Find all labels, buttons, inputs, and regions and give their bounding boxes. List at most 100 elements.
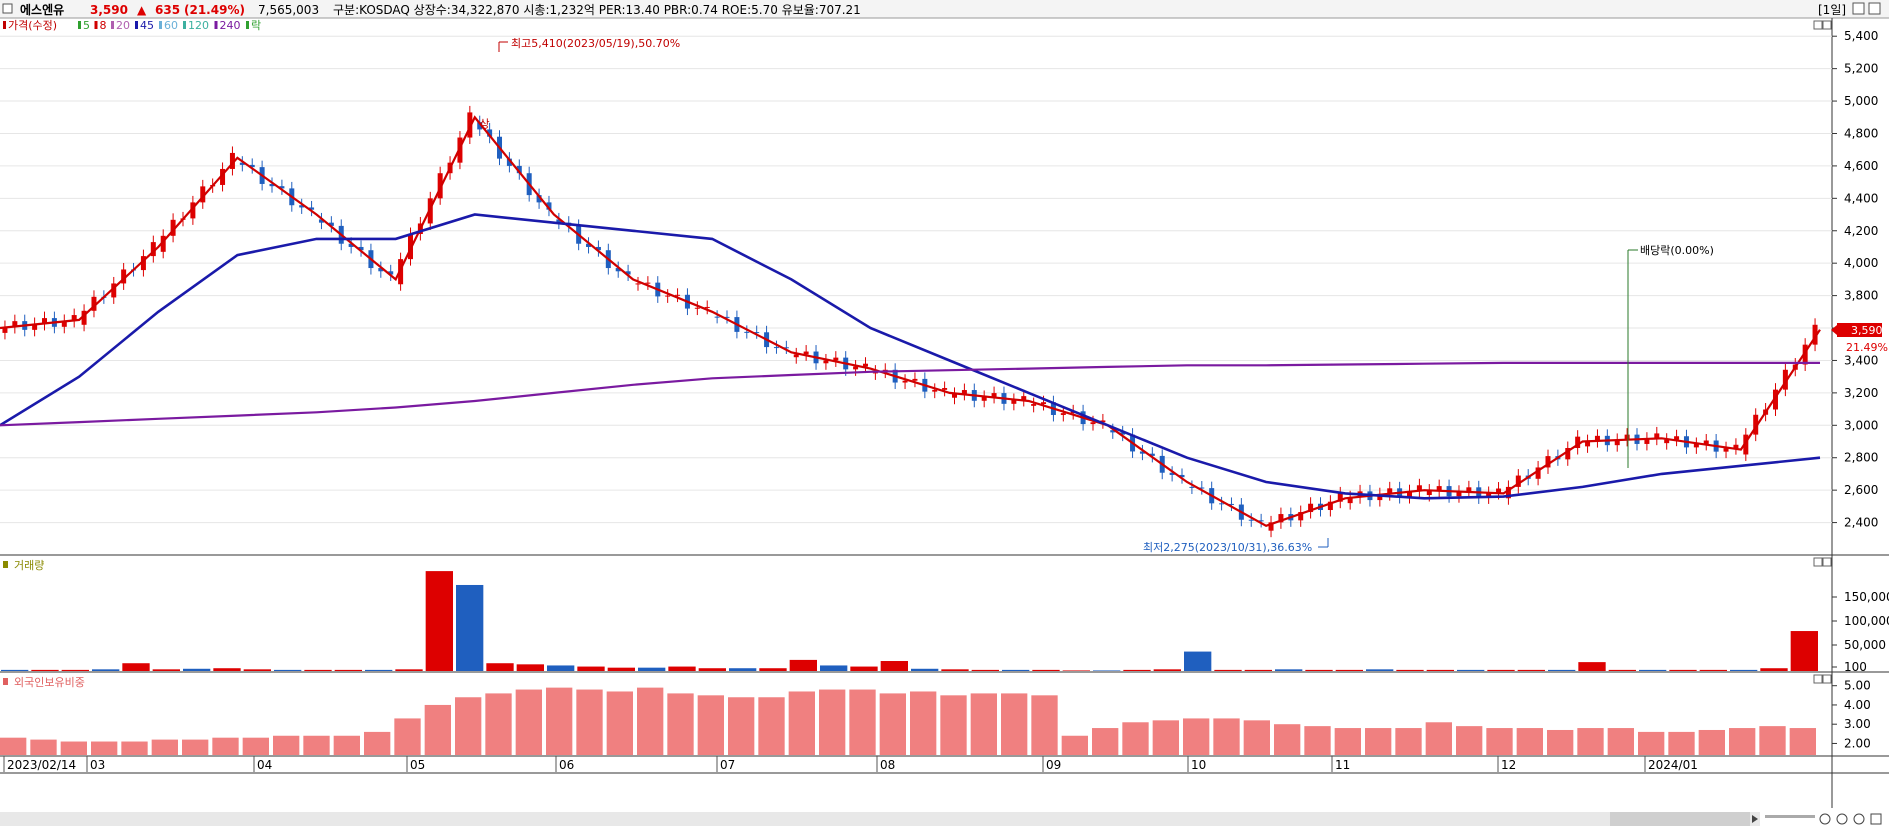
scrollbar-track[interactable]	[0, 812, 1760, 826]
candle-body	[437, 173, 443, 199]
candle-body	[961, 390, 967, 394]
candle-body	[1515, 475, 1521, 487]
zoom-in-icon[interactable]	[1836, 813, 1848, 825]
time-label-10: 10	[1191, 758, 1206, 772]
candle-body	[615, 268, 621, 272]
candle-body	[1199, 487, 1205, 489]
current-price-tag: 3,590 21.49%	[1831, 323, 1888, 354]
period-selector[interactable]: [1일]	[1818, 3, 1846, 17]
volume-bar	[1123, 669, 1151, 671]
foreign-panel-close-button[interactable]	[1822, 674, 1832, 684]
candle-body	[140, 256, 146, 271]
volume-bar	[668, 666, 696, 671]
header-minimize-button[interactable]	[1852, 2, 1865, 15]
candle-body	[388, 271, 394, 275]
header-close-button[interactable]	[1868, 2, 1881, 15]
candle-body	[220, 168, 226, 185]
volume-bar	[1578, 662, 1606, 671]
volume-bar	[1760, 668, 1788, 671]
volume-bar	[61, 669, 89, 671]
price-tick-label-4400: 4,400	[1844, 191, 1878, 205]
price-change-pct: (21.49%)	[184, 3, 245, 17]
candle-body	[932, 389, 938, 392]
time-label-09: 09	[1046, 758, 1061, 772]
volume-bar	[31, 669, 59, 671]
price-tick-label-4200: 4,200	[1844, 224, 1878, 238]
volume-bar	[304, 669, 332, 671]
candle-body	[1120, 432, 1126, 435]
volume-bar	[456, 584, 484, 671]
volume-panel-min-button[interactable]	[1813, 557, 1823, 567]
price-panel-close-button[interactable]	[1822, 20, 1832, 30]
legend-swatch-2	[94, 21, 98, 29]
legend-swatch-4	[135, 21, 138, 29]
foreign-bar	[728, 697, 755, 755]
candle-body	[1169, 472, 1175, 475]
menu-checkbox[interactable]	[2, 3, 13, 14]
current-pct-tag-value: 21.49%	[1846, 341, 1888, 354]
ma-line-240	[0, 361, 1820, 427]
volume-bar	[486, 663, 514, 671]
foreign-panel-min-button[interactable]	[1813, 674, 1823, 684]
price-tick-label-2600: 2,600	[1844, 483, 1878, 497]
candle-body	[724, 316, 730, 318]
candle-body	[1219, 503, 1225, 505]
volume-tick-label-50000: 50,000	[1844, 638, 1886, 652]
candle-body	[675, 294, 681, 296]
time-axis: 2023/02/14 03 04 05 06 07 08 09 10 11 12 2024/01	[3, 756, 1698, 772]
foreign-bar	[1001, 693, 1028, 755]
price-tick-label-5200: 5,200	[1844, 62, 1878, 76]
foreign-bar	[30, 739, 57, 755]
foreign-bar	[1274, 724, 1301, 755]
candle-body	[1674, 436, 1680, 440]
chart-settings-icon[interactable]	[1870, 813, 1882, 825]
candle-body	[942, 388, 948, 390]
volume-bar	[1062, 670, 1090, 671]
volume-bar	[92, 669, 120, 671]
zoom-slider[interactable]	[1765, 815, 1815, 818]
foreign-bar	[1425, 722, 1452, 755]
foreign-bar	[758, 697, 785, 755]
volume-bar	[1517, 669, 1545, 671]
candle-body	[12, 321, 18, 328]
legend-label-8: 락	[251, 19, 261, 32]
volume-bar	[941, 669, 969, 671]
volume-bar	[365, 669, 393, 671]
candle-body	[1594, 435, 1600, 442]
volume-bar	[122, 663, 150, 671]
candle-body	[595, 246, 601, 251]
candle-body	[1278, 514, 1284, 523]
trade-volume: 7,565,003	[258, 3, 319, 17]
candle-body	[32, 323, 38, 330]
volume-panel-close-button[interactable]	[1822, 557, 1832, 567]
price-panel-min-button[interactable]	[1813, 20, 1823, 30]
zoom-out-icon[interactable]	[1819, 813, 1831, 825]
candle-body	[1505, 486, 1511, 499]
candle-body	[318, 219, 324, 223]
candle-body	[1703, 440, 1709, 444]
candle-body	[823, 360, 829, 364]
volume-bar	[971, 669, 999, 671]
volume-bar	[1335, 669, 1363, 671]
volume-bar	[1002, 669, 1030, 671]
volume-bar	[1457, 669, 1485, 671]
legend-swatch-7	[214, 21, 218, 29]
candle-body	[150, 242, 156, 257]
candle-body	[754, 332, 760, 334]
volume-bar	[1790, 631, 1818, 671]
volume-bar	[1, 669, 29, 671]
foreign-bar	[151, 739, 178, 755]
foreign-bar	[212, 737, 239, 755]
legend-swatch-0	[3, 21, 6, 29]
foreign-bar	[485, 693, 512, 755]
foreign-bar	[1365, 728, 1392, 755]
candle-body	[773, 347, 779, 349]
candle-body	[1733, 444, 1739, 449]
scroll-right-icon[interactable]	[1752, 815, 1758, 823]
time-label-11: 11	[1335, 758, 1350, 772]
volume-bar	[395, 669, 423, 671]
candle-body	[1347, 497, 1353, 504]
scrollbar-thumb[interactable]	[1610, 812, 1750, 826]
zoom-fit-icon[interactable]	[1853, 813, 1865, 825]
volume-bar	[243, 669, 271, 671]
